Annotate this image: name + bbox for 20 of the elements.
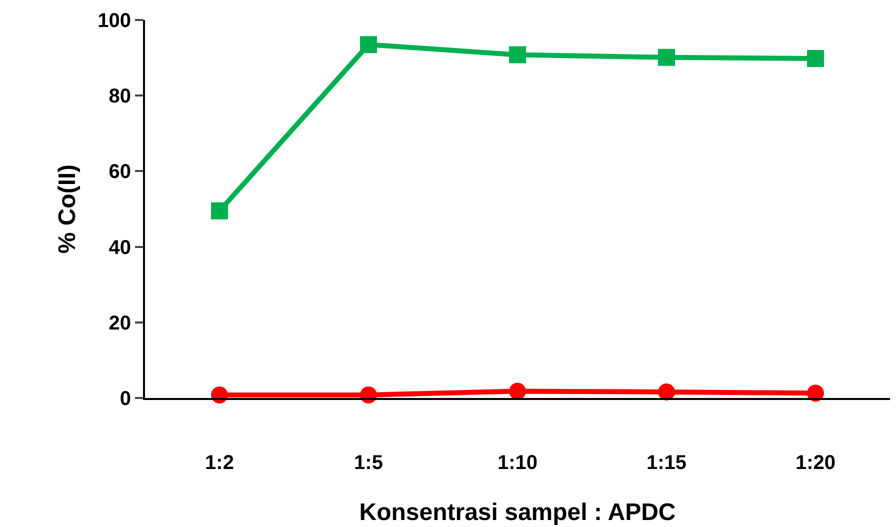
y-tick-label: 40 <box>108 236 131 259</box>
point <box>211 202 228 220</box>
y-tick-label: 100 <box>98 10 131 32</box>
x-tick-label: 1:2 <box>205 452 234 474</box>
x-axis-title: Konsentrasi sampel : APDC <box>359 498 676 526</box>
point <box>360 36 377 54</box>
y-tick-label: 20 <box>108 312 131 334</box>
x-tick-label: 1:20 <box>795 452 836 474</box>
y-tick-label: 0 <box>120 388 131 410</box>
x-tick-label: 1:15 <box>646 452 687 474</box>
y-tick-label: 80 <box>108 86 131 108</box>
y-tick-label: 60 <box>108 161 131 184</box>
point <box>807 50 824 68</box>
point <box>658 48 675 66</box>
point <box>509 46 526 64</box>
x-tick-label: 1:5 <box>354 452 383 474</box>
point <box>658 383 675 400</box>
y-axis-title: % Co(II) <box>54 164 82 254</box>
point <box>509 382 526 400</box>
x-tick-label: 1:10 <box>497 452 538 474</box>
